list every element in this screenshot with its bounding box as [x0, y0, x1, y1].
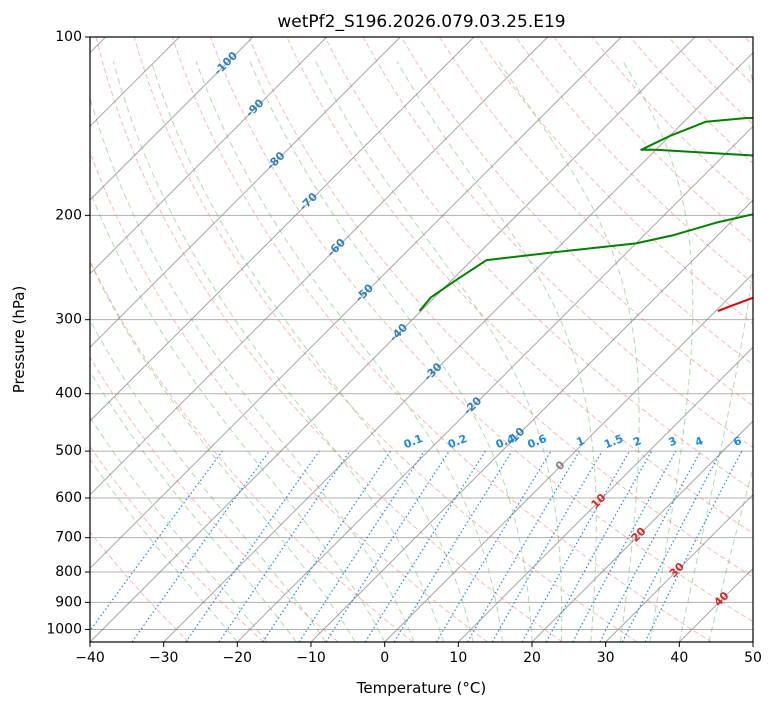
- x-axis-ticks: −40 −30 −20 −10 0 10 20 30 40 50: [75, 642, 762, 666]
- moist-adiabat: [195, 61, 503, 642]
- mixing-ratio-label: 2: [631, 434, 643, 449]
- mixing-ratio-line: [262, 450, 392, 642]
- dry-adiabat: [171, 37, 712, 642]
- isotherms: [90, 37, 753, 642]
- dry-adiabat: [90, 445, 264, 642]
- moist-adiabat: [150, 61, 474, 642]
- y-tick-label: 600: [55, 490, 82, 506]
- dry-adiabat: [400, 37, 753, 407]
- moist-adiabat: [90, 458, 238, 642]
- isotherm: [90, 37, 696, 642]
- mixing-ratio-line: [545, 450, 653, 642]
- mixing-ratio-line: [90, 450, 223, 632]
- mixing-ratio-line: [572, 450, 677, 642]
- moist-adiabat: [315, 61, 563, 642]
- isotherm: [90, 37, 549, 496]
- isotherm: [90, 37, 254, 201]
- moist-adiabat: [678, 61, 753, 642]
- isotherm: [384, 272, 753, 642]
- plot-frame: [89, 36, 754, 643]
- mixing-ratio-lines: [90, 450, 743, 642]
- isotherm: [457, 346, 753, 642]
- x-tick-label: −20: [223, 650, 253, 666]
- x-tick-label: 0: [380, 650, 389, 666]
- mixing-ratio-line: [298, 450, 425, 642]
- y-tick-label: 800: [55, 564, 82, 580]
- moist-adiabat: [90, 96, 415, 642]
- isotherm: [310, 199, 753, 642]
- dry-adiabat: [90, 150, 488, 642]
- dry-adiabat: [324, 37, 753, 491]
- y-axis-ticks: 100 200 300 400 500 600 700 800 900 1000: [46, 29, 90, 637]
- mixing-ratio-line: [521, 450, 631, 642]
- dry-adiabat: [515, 37, 753, 284]
- mixing-ratio-line: [325, 450, 450, 642]
- y-axis-label: Pressure (hPa): [10, 286, 28, 394]
- isotherm: [90, 37, 622, 570]
- isotherm: [90, 37, 328, 275]
- dry-adiabat: [90, 531, 190, 642]
- y-tick-label: 400: [55, 386, 82, 402]
- y-tick-label: 300: [55, 312, 82, 328]
- y-tick-label: 500: [55, 443, 82, 459]
- moist-adiabat: [90, 260, 356, 642]
- dry-adiabat: [90, 356, 339, 642]
- x-tick-label: 10: [449, 650, 467, 666]
- x-axis-label: Temperature (°C): [356, 679, 486, 697]
- y-tick-label: 100: [55, 29, 82, 45]
- mixing-ratio-line: [644, 450, 743, 642]
- mixing-ratio-label: 1: [575, 434, 587, 449]
- y-tick-label: 200: [55, 207, 82, 223]
- x-tick-label: 40: [670, 650, 688, 666]
- moist-adiabat: [708, 466, 753, 642]
- mixing-ratio-line: [131, 450, 270, 642]
- isotherm: [90, 37, 401, 349]
- dry-adiabat: [95, 37, 563, 642]
- x-tick-label: −30: [149, 650, 179, 666]
- moist-adiabat: [396, 61, 597, 642]
- y-tick-label: 700: [55, 530, 82, 546]
- chart-title: wetPf2_S196.2026.079.03.25.E19: [277, 12, 565, 32]
- moist-adiabat: [498, 61, 640, 642]
- dry-adiabats: [90, 37, 753, 642]
- x-tick-label: 20: [523, 650, 541, 666]
- mixing-ratio-label: 3: [667, 434, 679, 449]
- isotherm: [531, 420, 753, 642]
- dry-adiabat: [248, 37, 753, 578]
- mixing-ratio-line: [393, 450, 513, 642]
- moist-adiabat: [622, 61, 694, 642]
- mixing-ratio-line: [218, 450, 351, 642]
- x-tick-label: 30: [597, 650, 615, 666]
- moist-adiabat: [112, 61, 445, 642]
- dry-adiabat: [133, 37, 638, 642]
- moist-adiabat: [90, 370, 297, 642]
- pressure-gridlines: [90, 37, 753, 630]
- dry-adiabat: [438, 37, 753, 366]
- y-tick-label: 900: [55, 594, 82, 610]
- mixing-ratio-line: [185, 450, 320, 642]
- moist-adiabat: [249, 61, 533, 642]
- x-tick-label: −10: [296, 650, 326, 666]
- y-tick-label: 1000: [46, 621, 82, 637]
- moist-adiabats: [90, 61, 753, 642]
- dewpoint-line: [418, 116, 753, 312]
- profile-lines: [418, 116, 753, 312]
- isotherm: [236, 125, 753, 642]
- x-tick-label: 50: [744, 650, 762, 666]
- moist-adiabat: [90, 416, 268, 642]
- moist-adiabat: [90, 319, 327, 642]
- dry-adiabat: [210, 37, 753, 623]
- moist-adiabat: [90, 189, 386, 642]
- x-tick-label: −40: [75, 650, 105, 666]
- isotherm: [605, 493, 753, 642]
- isotherm: [90, 37, 475, 422]
